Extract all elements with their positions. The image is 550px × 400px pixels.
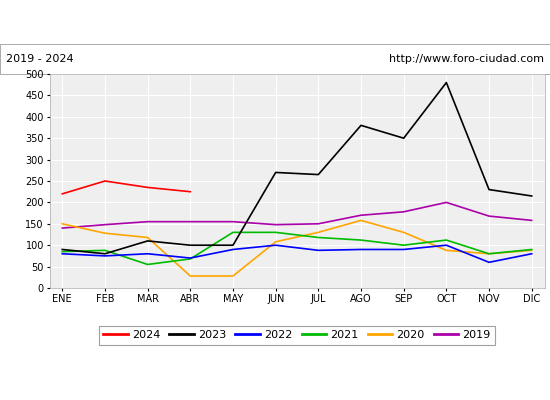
Text: http://www.foro-ciudad.com: http://www.foro-ciudad.com [389, 54, 544, 64]
Legend: 2024, 2023, 2022, 2021, 2020, 2019: 2024, 2023, 2022, 2021, 2020, 2019 [99, 326, 495, 344]
Text: 2019 - 2024: 2019 - 2024 [6, 54, 73, 64]
Text: Evolucion Nº Turistas Nacionales en el municipio de Sant Llorenç Savall: Evolucion Nº Turistas Nacionales en el m… [24, 16, 526, 28]
